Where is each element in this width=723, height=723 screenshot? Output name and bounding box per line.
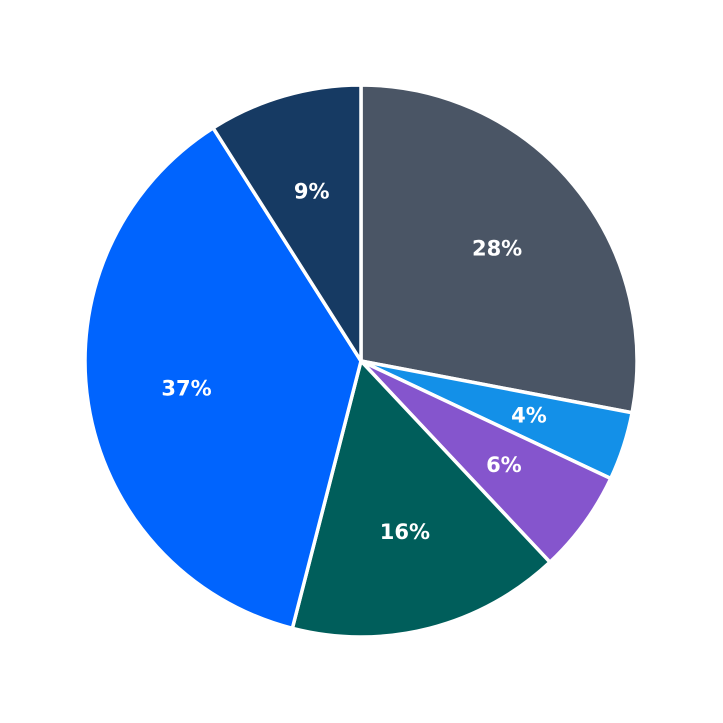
- pie-slice: [359, 83, 639, 415]
- slice-percent-label: 37%: [161, 377, 211, 401]
- slice-percent-label: 16%: [380, 520, 430, 544]
- pie-slices: [83, 83, 639, 639]
- pie-slice: [211, 83, 363, 363]
- slice-percent-label: 9%: [294, 179, 330, 203]
- slice-percent-label: 28%: [472, 236, 522, 260]
- pie-labels: 28% 4% 6% 16% 37% 9%: [161, 179, 546, 544]
- slice-percent-label: 6%: [486, 453, 522, 477]
- pie-slice: [290, 359, 552, 639]
- slice-percent-label: 4%: [511, 404, 547, 428]
